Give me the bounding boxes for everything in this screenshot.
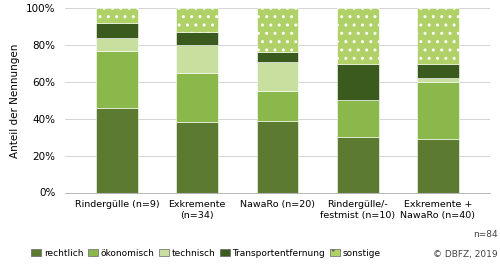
Bar [96,38,138,51]
Bar [96,108,138,192]
Bar [337,137,378,192]
Bar [417,82,459,139]
Bar [417,8,459,64]
Legend: rechtlich, ökonomisch, technisch, Transportentfernung, sonstige: rechtlich, ökonomisch, technisch, Transp… [32,249,380,258]
Bar [176,32,218,45]
Y-axis label: Anteil der Nennungen: Anteil der Nennungen [10,43,20,158]
Bar [256,91,298,121]
Bar [256,53,298,62]
Bar [96,8,138,23]
Bar [337,100,378,137]
Bar [417,139,459,192]
Bar [176,45,218,73]
Bar [96,23,138,38]
Text: n=84: n=84 [473,230,498,239]
Bar [256,8,298,53]
Bar [176,73,218,122]
Bar [417,64,459,78]
Bar [256,62,298,91]
Bar [337,8,378,64]
Bar [176,122,218,192]
Bar [337,64,378,100]
Bar [256,121,298,192]
Text: © DBFZ, 2019: © DBFZ, 2019 [433,249,498,258]
Bar [417,78,459,82]
Bar [176,8,218,32]
Bar [96,51,138,108]
